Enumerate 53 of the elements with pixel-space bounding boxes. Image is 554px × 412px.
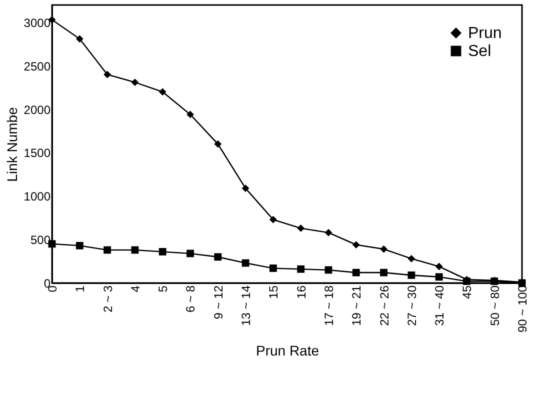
point bbox=[408, 271, 416, 279]
point bbox=[186, 250, 194, 258]
x-tick-label: 5 bbox=[156, 285, 170, 292]
point bbox=[408, 254, 416, 262]
y-tick-label: 2000 bbox=[24, 102, 51, 117]
point bbox=[186, 110, 194, 118]
x-tick-label: 4 bbox=[128, 285, 142, 292]
point bbox=[104, 246, 111, 254]
y-tick-label: 3000 bbox=[24, 16, 51, 30]
y-tick-label: 1500 bbox=[24, 146, 51, 160]
x-tick-label: 27 ~ 30 bbox=[404, 285, 419, 326]
point bbox=[435, 273, 443, 281]
point bbox=[242, 184, 250, 192]
x-tick-label: 19 ~ 21 bbox=[350, 285, 364, 326]
x-tick-label: 13 ~ 14 bbox=[239, 285, 254, 326]
x-tick-label: 6 ~ 8 bbox=[184, 285, 198, 313]
x-tick-label: 16 bbox=[294, 285, 308, 299]
x-tick-label: 17 ~ 18 bbox=[322, 285, 336, 326]
x-tick-label: 45 bbox=[460, 285, 474, 299]
x-tick-label: 22 ~ 26 bbox=[377, 285, 392, 326]
point bbox=[158, 248, 166, 256]
x-tick-label: 1 bbox=[73, 285, 88, 292]
point bbox=[297, 224, 305, 232]
point bbox=[214, 253, 222, 261]
point bbox=[352, 268, 360, 276]
x-axis-title: Prun Rate bbox=[256, 342, 320, 359]
point bbox=[435, 262, 443, 270]
y-tick-label: 500 bbox=[30, 233, 51, 248]
x-tick-label: 50 ~ 80 bbox=[488, 285, 502, 326]
y-axis-title: Link Numbe bbox=[4, 106, 20, 182]
legend-label: Prun bbox=[468, 25, 502, 42]
x-tick-label: 2 ~ 3 bbox=[100, 285, 115, 313]
point bbox=[131, 246, 139, 254]
point bbox=[158, 88, 166, 96]
point bbox=[324, 228, 332, 236]
point bbox=[380, 245, 388, 253]
x-tick-label: 90 ~ 100 bbox=[516, 285, 530, 333]
point bbox=[131, 78, 139, 86]
point bbox=[380, 268, 388, 276]
point bbox=[269, 216, 277, 224]
x-tick-label: 31 ~ 40 bbox=[432, 285, 447, 326]
x-tick-label: 9 ~ 12 bbox=[211, 285, 226, 320]
point bbox=[104, 70, 111, 78]
point bbox=[269, 264, 277, 272]
y-tick-label: 1000 bbox=[24, 190, 51, 204]
x-tick-label: 15 bbox=[266, 285, 281, 299]
point bbox=[76, 35, 84, 43]
point bbox=[76, 242, 84, 250]
y-tick-label: 2500 bbox=[24, 59, 51, 74]
point bbox=[352, 241, 360, 248]
legend-label: Sel bbox=[468, 43, 492, 60]
point bbox=[297, 265, 305, 273]
point bbox=[214, 140, 222, 148]
